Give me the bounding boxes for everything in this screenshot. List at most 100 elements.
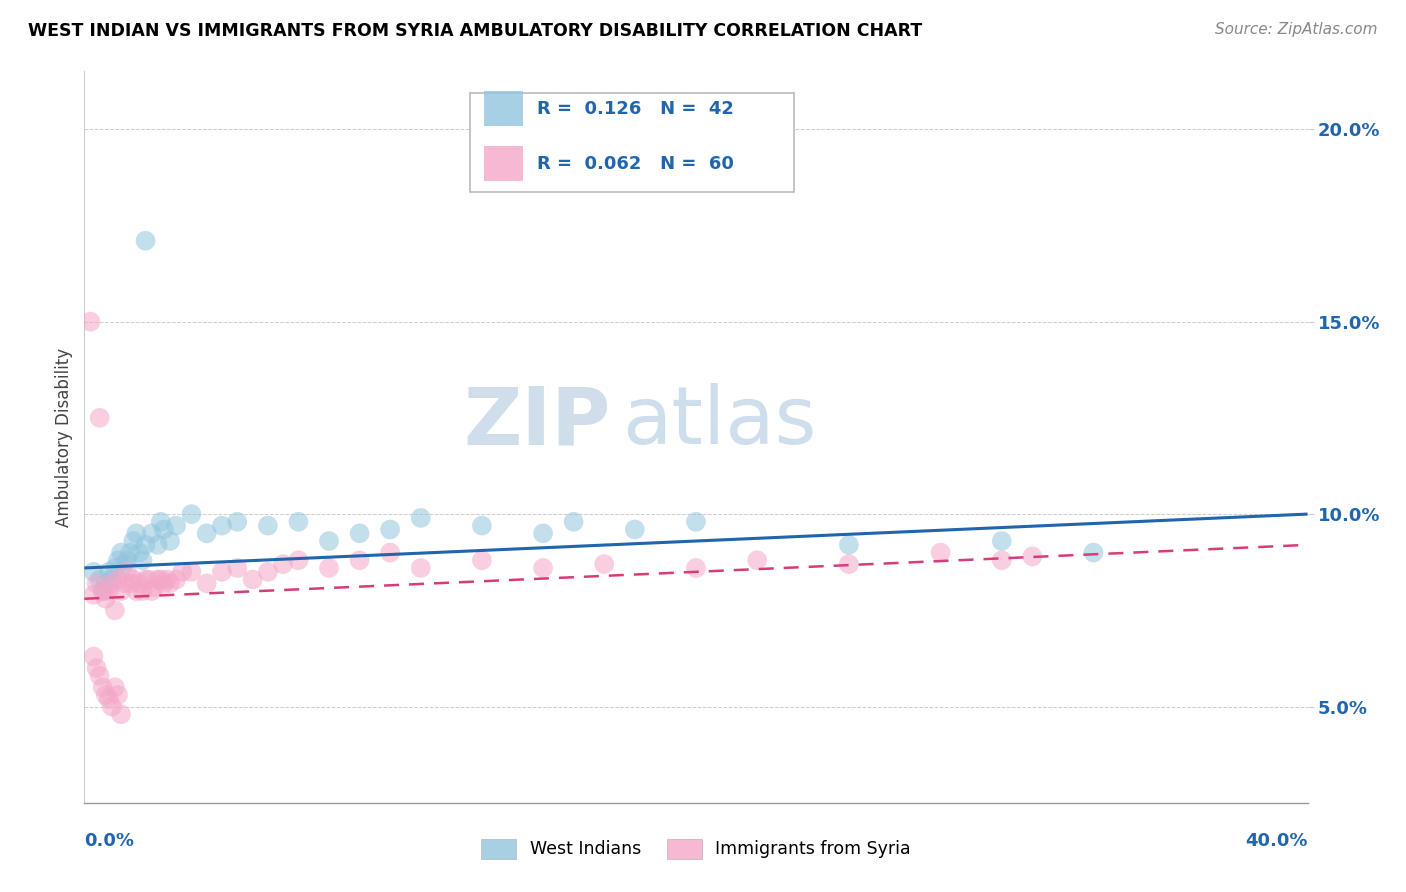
Point xyxy=(195,526,218,541)
Point xyxy=(115,553,138,567)
Point xyxy=(226,561,249,575)
Point xyxy=(242,573,264,587)
Point xyxy=(180,565,202,579)
Point xyxy=(110,707,132,722)
Point xyxy=(180,507,202,521)
Point xyxy=(97,691,120,706)
Text: Source: ZipAtlas.com: Source: ZipAtlas.com xyxy=(1215,22,1378,37)
Point xyxy=(1021,549,1043,564)
Point xyxy=(685,561,707,575)
Point xyxy=(122,573,145,587)
Point xyxy=(120,545,142,559)
Point xyxy=(471,553,494,567)
Point xyxy=(94,576,117,591)
Point xyxy=(991,553,1014,567)
Text: atlas: atlas xyxy=(623,384,817,461)
Point xyxy=(135,573,157,587)
Point xyxy=(104,603,127,617)
Point xyxy=(83,588,105,602)
Point xyxy=(991,534,1014,549)
Point xyxy=(131,553,153,567)
Point xyxy=(257,518,280,533)
Point xyxy=(94,688,117,702)
Point xyxy=(409,561,432,575)
Point xyxy=(104,561,127,575)
Point xyxy=(138,573,160,587)
Point xyxy=(125,584,148,599)
Point xyxy=(112,557,135,571)
Point xyxy=(838,557,860,571)
Point xyxy=(409,511,432,525)
Point xyxy=(531,526,554,541)
Point xyxy=(257,565,280,579)
Text: R =  0.126   N =  42: R = 0.126 N = 42 xyxy=(537,100,734,118)
Point xyxy=(287,553,309,567)
Point xyxy=(349,526,371,541)
Point xyxy=(120,576,142,591)
Point xyxy=(89,573,111,587)
Point xyxy=(135,538,157,552)
Text: 0.0%: 0.0% xyxy=(84,832,135,850)
Y-axis label: Ambulatory Disability: Ambulatory Disability xyxy=(55,348,73,526)
Point xyxy=(149,515,172,529)
Point xyxy=(110,545,132,559)
Point xyxy=(318,561,340,575)
Point xyxy=(159,534,181,549)
Point xyxy=(110,584,132,599)
Point xyxy=(143,580,166,594)
Text: 40.0%: 40.0% xyxy=(1246,832,1308,850)
Point xyxy=(141,526,163,541)
Point xyxy=(747,553,769,567)
Point xyxy=(128,545,150,559)
Text: WEST INDIAN VS IMMIGRANTS FROM SYRIA AMBULATORY DISABILITY CORRELATION CHART: WEST INDIAN VS IMMIGRANTS FROM SYRIA AMB… xyxy=(28,22,922,40)
Point xyxy=(104,681,127,695)
Point xyxy=(141,584,163,599)
Point xyxy=(83,565,105,579)
Point xyxy=(471,518,494,533)
Point xyxy=(146,538,169,552)
Text: ZIP: ZIP xyxy=(463,384,610,461)
Point xyxy=(562,515,585,529)
Point xyxy=(89,669,111,683)
Point xyxy=(128,576,150,591)
Point xyxy=(83,649,105,664)
Point xyxy=(107,688,129,702)
Point xyxy=(929,545,952,559)
Point xyxy=(107,553,129,567)
FancyBboxPatch shape xyxy=(484,91,523,127)
Point xyxy=(318,534,340,549)
Point xyxy=(101,699,124,714)
Point xyxy=(226,515,249,529)
Point xyxy=(94,591,117,606)
Point xyxy=(165,518,187,533)
Point xyxy=(159,576,181,591)
Point xyxy=(271,557,294,571)
Point xyxy=(122,534,145,549)
Point xyxy=(101,576,124,591)
Point xyxy=(149,573,172,587)
Point xyxy=(624,523,647,537)
Point xyxy=(86,576,108,591)
Legend: West Indians, Immigrants from Syria: West Indians, Immigrants from Syria xyxy=(472,830,920,867)
Point xyxy=(131,584,153,599)
Point xyxy=(165,573,187,587)
Point xyxy=(211,565,233,579)
Point xyxy=(79,315,101,329)
Point xyxy=(86,661,108,675)
Point xyxy=(107,573,129,587)
Point xyxy=(91,681,114,695)
Point xyxy=(172,565,194,579)
Point xyxy=(101,573,124,587)
Point xyxy=(135,234,157,248)
Point xyxy=(195,576,218,591)
Point xyxy=(97,584,120,599)
Point xyxy=(1083,545,1105,559)
Point xyxy=(97,565,120,579)
Point xyxy=(838,538,860,552)
Point xyxy=(112,576,135,591)
FancyBboxPatch shape xyxy=(484,146,523,181)
Point xyxy=(153,523,176,537)
Point xyxy=(125,526,148,541)
Point xyxy=(380,545,402,559)
Text: R =  0.062   N =  60: R = 0.062 N = 60 xyxy=(537,154,734,172)
